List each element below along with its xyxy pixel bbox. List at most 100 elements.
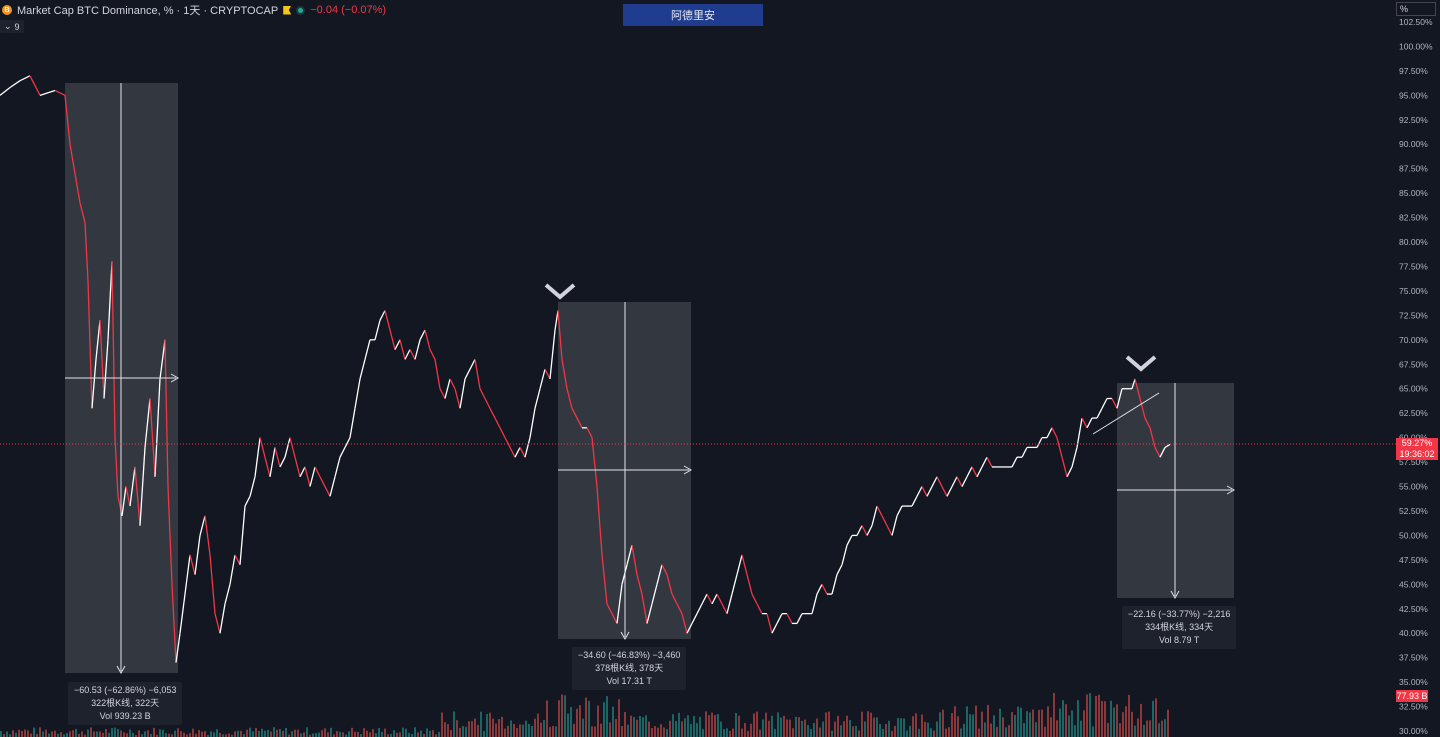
volume-bar xyxy=(591,726,593,737)
volume-bar xyxy=(705,711,707,737)
price-segment xyxy=(364,339,371,360)
price-segment xyxy=(941,486,948,497)
scale-unit-box[interactable]: % xyxy=(1396,2,1436,16)
volume-bar xyxy=(282,730,284,737)
price-segment xyxy=(414,339,421,360)
volume-bar xyxy=(522,724,524,737)
volume-bar xyxy=(168,733,170,737)
volume-bar xyxy=(603,702,605,737)
price-segment xyxy=(144,398,151,448)
volume-bar xyxy=(405,728,407,737)
price-segment xyxy=(399,339,406,360)
price-segment xyxy=(454,388,461,409)
price-segment xyxy=(239,506,246,565)
volume-bar xyxy=(747,730,749,737)
symbol-title[interactable]: Market Cap BTC Dominance, % · 1天 · CRYPT… xyxy=(17,5,279,17)
price-segment xyxy=(596,486,603,556)
volume-bar xyxy=(984,722,986,737)
volume-bar xyxy=(825,712,827,737)
volume-bar xyxy=(384,728,386,737)
volume-bar xyxy=(1137,718,1139,737)
volume-bar xyxy=(90,727,92,737)
volume-bar xyxy=(1023,722,1025,737)
price-segment xyxy=(811,593,818,614)
volume-bar xyxy=(903,718,905,737)
volume-bar xyxy=(504,728,506,737)
volume-bar xyxy=(828,711,830,737)
volume-bar xyxy=(435,734,437,737)
banner-button[interactable]: 阿德里安 xyxy=(623,4,763,26)
volume-bar xyxy=(1152,700,1154,737)
price-segment xyxy=(344,437,351,448)
volume-bar xyxy=(759,729,761,737)
price-segment xyxy=(459,378,466,409)
volume-bar xyxy=(1149,720,1151,737)
flag-icon[interactable] xyxy=(283,5,292,15)
volume-bar xyxy=(732,728,734,737)
volume-bar xyxy=(1038,709,1040,737)
volume-bar xyxy=(909,725,911,737)
volume-bar xyxy=(810,729,812,737)
volume-bar xyxy=(702,729,704,737)
volume-bar xyxy=(453,711,455,737)
volume-bar xyxy=(651,728,653,737)
volume-bar xyxy=(429,730,431,737)
volume-bars xyxy=(0,692,1169,737)
price-segment xyxy=(986,456,993,468)
y-tick-label: 37.50% xyxy=(1399,653,1428,663)
volume-bar xyxy=(915,713,917,737)
volume-bar xyxy=(654,726,656,737)
volume-bar xyxy=(246,729,248,737)
volume-bar xyxy=(402,727,404,737)
measure-info-3: −22.16 (−33.77%) −2,216 334根K线, 334天 Vol… xyxy=(1122,606,1237,649)
volume-bar xyxy=(297,729,299,737)
price-segment xyxy=(896,505,903,517)
price-segment xyxy=(1036,437,1043,448)
price-segment xyxy=(886,525,893,536)
indicator-toggle[interactable]: ⌄ 9 xyxy=(0,20,24,33)
volume-bar xyxy=(24,729,26,737)
volume-bar xyxy=(126,733,128,737)
y-tick-label: 80.00% xyxy=(1399,237,1428,247)
volume-bar xyxy=(417,732,419,737)
volume-bar xyxy=(195,733,197,737)
volume-bar xyxy=(1065,704,1067,737)
volume-bar xyxy=(948,727,950,737)
current-price-label: 59.27% 19:36:02 xyxy=(1396,438,1438,460)
volume-bar xyxy=(48,733,50,737)
y-tick-label: 35.00% xyxy=(1399,677,1428,687)
price-segment xyxy=(946,486,953,497)
volume-bar xyxy=(123,732,125,737)
volume-bar xyxy=(39,727,41,737)
market-status-icon[interactable] xyxy=(296,5,306,15)
volume-bar xyxy=(1008,725,1010,737)
price-segment xyxy=(646,603,653,624)
volume-bar xyxy=(1029,712,1031,737)
volume-bar xyxy=(420,730,422,737)
volume-bar xyxy=(804,719,806,737)
volume-bar xyxy=(258,731,260,737)
price-segment xyxy=(691,613,698,624)
price-segment xyxy=(636,574,643,595)
price-segment xyxy=(274,447,281,468)
volume-bar xyxy=(864,721,866,737)
volume-bar xyxy=(267,729,269,737)
volume-bar xyxy=(198,730,200,737)
price-change: −0.04 (−0.07%) xyxy=(310,4,387,16)
measure-change: −34.60 (−46.83%) −3,460 xyxy=(578,650,681,660)
price-segment xyxy=(616,584,623,624)
price-segment xyxy=(229,554,236,585)
price-segment xyxy=(846,535,853,546)
symbol-header[interactable]: B Market Cap BTC Dominance, % · 1天 · CRY… xyxy=(0,0,386,20)
volume-bar xyxy=(1071,710,1073,737)
price-axis[interactable]: 102.50% 100.00% 97.50% 95.00% 92.50% 90.00% 87… xyxy=(1399,17,1433,736)
price-segment xyxy=(736,554,743,575)
price-segment xyxy=(571,407,578,419)
volume-bar xyxy=(873,717,875,737)
volume-bar xyxy=(549,726,551,737)
volume-bar xyxy=(63,734,65,737)
price-segment xyxy=(107,261,113,340)
volume-bar xyxy=(261,728,263,737)
volume-bar xyxy=(669,720,671,737)
